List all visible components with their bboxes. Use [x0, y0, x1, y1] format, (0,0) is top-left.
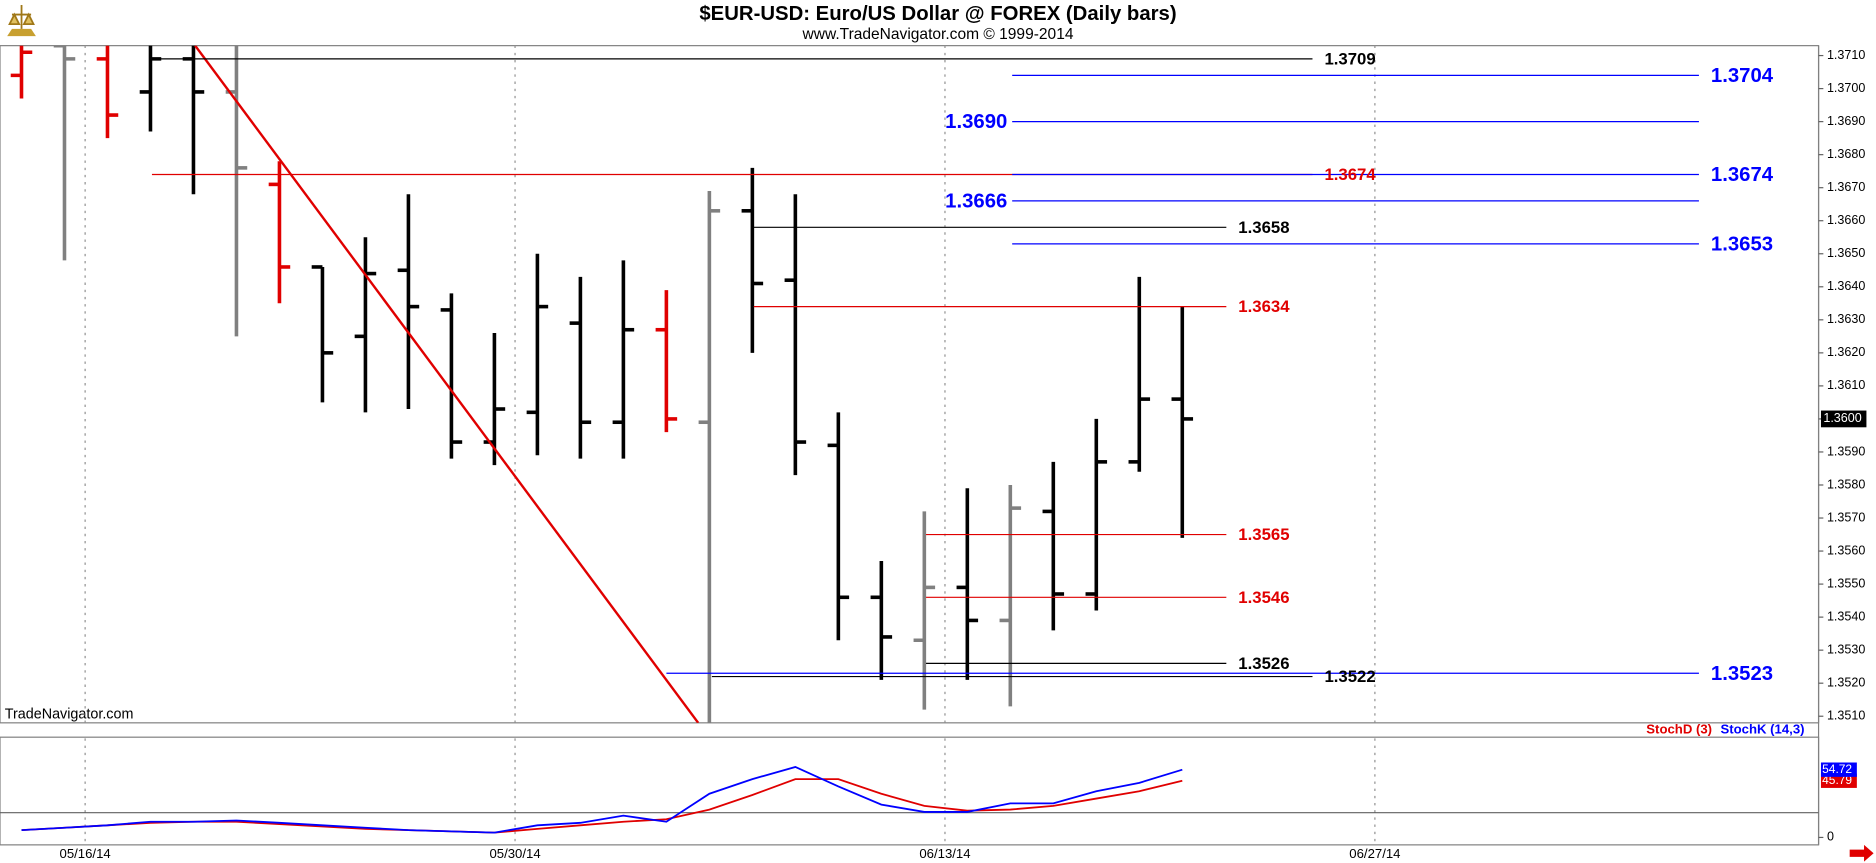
y-tick-label: 1.3650 — [1827, 246, 1865, 260]
y-tick-label: 1.3580 — [1827, 477, 1865, 491]
level-label: 1.3546 — [1238, 588, 1289, 607]
level-label: 1.3634 — [1238, 297, 1290, 316]
level-label: 1.3704 — [1711, 65, 1774, 87]
level-label: 1.3674 — [1324, 165, 1376, 184]
y-tick-label: 1.3640 — [1827, 279, 1865, 293]
y-tick-label: 1.3680 — [1827, 147, 1865, 161]
value-box-label: 54.72 — [1822, 762, 1852, 776]
watermark: TradeNavigator.com — [5, 706, 134, 722]
level-label: 1.3653 — [1711, 233, 1773, 255]
y-tick-label: 1.3630 — [1827, 312, 1865, 326]
x-tick-label: 05/16/14 — [60, 846, 111, 861]
chart-title: $EUR-USD: Euro/US Dollar @ FOREX (Daily … — [699, 3, 1176, 25]
level-label: 1.3709 — [1324, 49, 1375, 68]
y-tick-label: 1.3560 — [1827, 543, 1865, 557]
y-tick-label: 1.3610 — [1827, 378, 1865, 392]
y-tick-label: 0 — [1827, 830, 1834, 844]
y-tick-label: 1.3700 — [1827, 81, 1865, 95]
logo — [7, 4, 36, 37]
x-tick-label: 06/13/14 — [919, 846, 970, 861]
y-tick-label: 1.3550 — [1827, 576, 1865, 590]
level-label: 1.3523 — [1711, 663, 1773, 685]
y-tick-label: 1.3690 — [1827, 114, 1865, 128]
level-label: 1.3690 — [945, 111, 1007, 133]
scroll-arrow — [1849, 844, 1874, 862]
y-tick-label: 1.3540 — [1827, 609, 1865, 623]
x-tick-label: 06/27/14 — [1349, 846, 1400, 861]
y-tick-label: 1.3670 — [1827, 180, 1865, 194]
y-tick-label: 1.3660 — [1827, 213, 1865, 227]
level-label: 1.3674 — [1711, 164, 1774, 186]
y-tick-label: 1.3710 — [1827, 48, 1865, 62]
trend-line — [194, 45, 700, 723]
value-box — [1820, 773, 1857, 788]
y-tick-label: 1.3530 — [1827, 642, 1865, 656]
stoch-line — [21, 766, 1183, 834]
last-price-label: 1.3600 — [1823, 411, 1861, 425]
level-label: 1.3522 — [1324, 667, 1375, 686]
level-label: 1.3526 — [1238, 654, 1289, 673]
value-box — [1820, 762, 1857, 777]
legend-entry: StochK (14,3) — [1720, 721, 1804, 736]
y-tick-label: 1.3590 — [1827, 444, 1865, 458]
y-tick-label: 1.3570 — [1827, 510, 1865, 524]
y-tick-label: 1.3520 — [1827, 676, 1865, 690]
last-price-box — [1820, 410, 1867, 428]
y-tick-label: 1.3510 — [1827, 709, 1865, 723]
level-label: 1.3658 — [1238, 218, 1289, 237]
level-label: 1.3666 — [945, 190, 1007, 212]
y-tick-label: 1.3620 — [1827, 345, 1865, 359]
level-label: 1.3565 — [1238, 525, 1289, 544]
x-tick-label: 05/30/14 — [489, 846, 540, 861]
legend-entry: StochD (3) — [1646, 721, 1712, 736]
chart-subtitle: www.TradeNavigator.com © 1999-2014 — [802, 26, 1074, 43]
